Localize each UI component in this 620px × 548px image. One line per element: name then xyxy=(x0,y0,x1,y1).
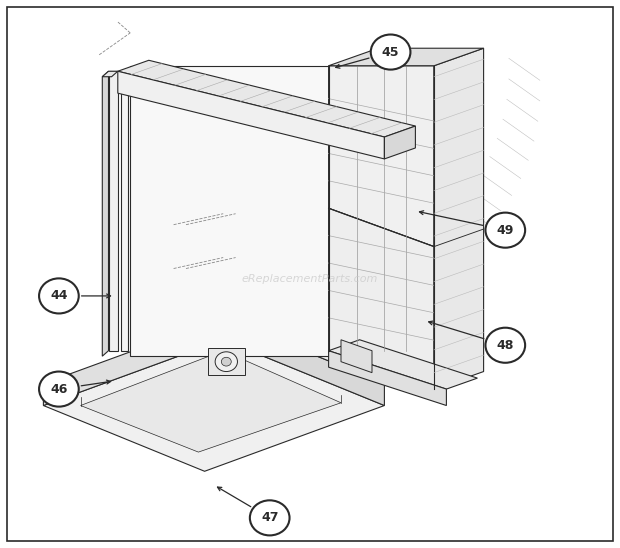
Circle shape xyxy=(39,372,79,407)
Text: 47: 47 xyxy=(261,511,278,524)
Polygon shape xyxy=(329,208,434,389)
Polygon shape xyxy=(43,340,384,471)
Polygon shape xyxy=(121,71,128,351)
Circle shape xyxy=(250,500,290,535)
Polygon shape xyxy=(341,340,372,373)
Polygon shape xyxy=(118,60,415,137)
Text: 46: 46 xyxy=(50,383,68,396)
Polygon shape xyxy=(102,71,108,356)
Polygon shape xyxy=(329,340,477,389)
Polygon shape xyxy=(118,71,384,159)
Polygon shape xyxy=(329,48,484,66)
Text: 49: 49 xyxy=(497,224,514,237)
Polygon shape xyxy=(384,329,446,384)
Polygon shape xyxy=(329,66,434,247)
Text: 48: 48 xyxy=(497,339,514,352)
Polygon shape xyxy=(102,71,118,77)
Polygon shape xyxy=(208,348,245,375)
Circle shape xyxy=(221,357,231,366)
Polygon shape xyxy=(130,66,329,356)
Circle shape xyxy=(485,328,525,363)
Circle shape xyxy=(371,35,410,70)
Circle shape xyxy=(215,352,237,372)
Polygon shape xyxy=(434,48,484,389)
Polygon shape xyxy=(384,126,415,159)
Polygon shape xyxy=(81,351,341,452)
Text: 44: 44 xyxy=(50,289,68,302)
Text: 45: 45 xyxy=(382,45,399,59)
Circle shape xyxy=(39,278,79,313)
Polygon shape xyxy=(285,263,446,351)
Polygon shape xyxy=(108,71,118,351)
Polygon shape xyxy=(223,285,446,384)
Circle shape xyxy=(485,213,525,248)
Polygon shape xyxy=(43,318,223,406)
Polygon shape xyxy=(223,318,384,406)
Text: eReplacementParts.com: eReplacementParts.com xyxy=(242,275,378,284)
Polygon shape xyxy=(329,351,446,406)
